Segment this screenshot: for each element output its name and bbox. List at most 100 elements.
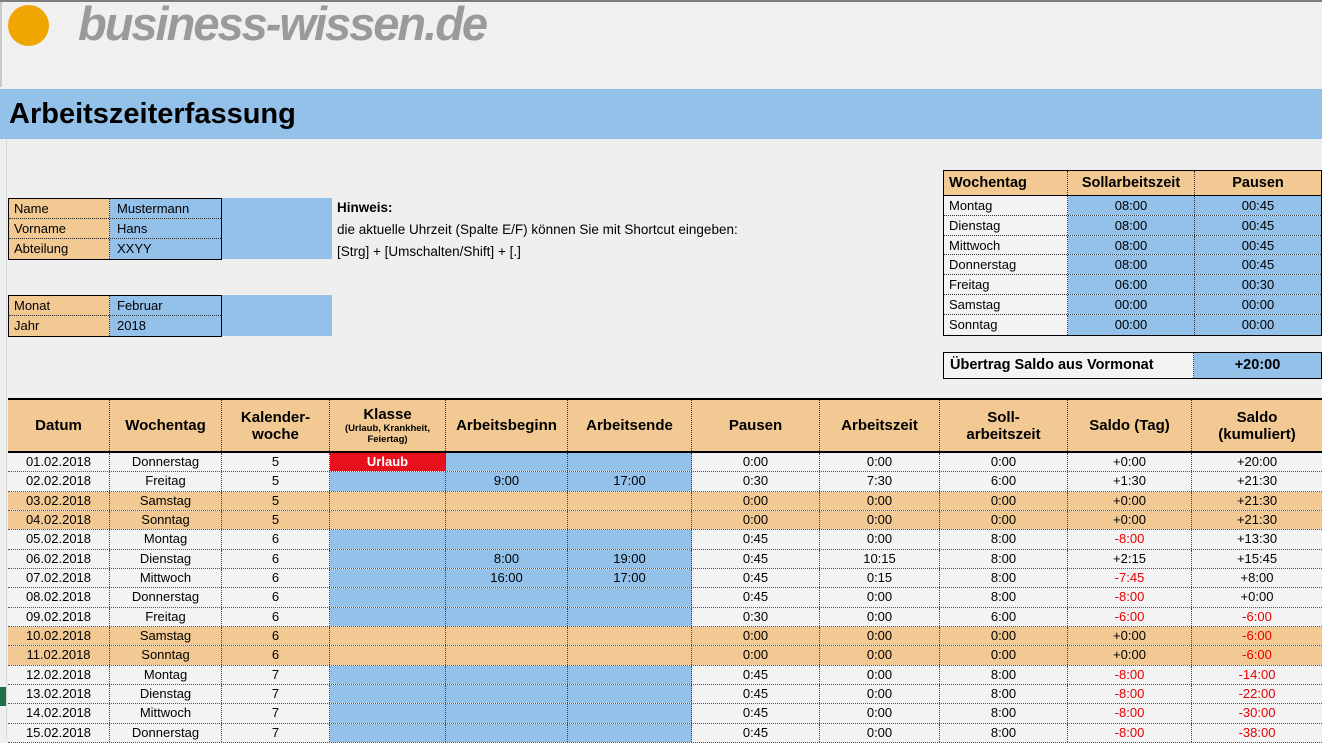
worktime-cell[interactable]: 0:00 bbox=[820, 665, 940, 685]
weekday-cell[interactable]: Dienstag bbox=[110, 685, 222, 704]
pause-cell[interactable]: 0:00 bbox=[692, 511, 820, 530]
saldo-day-cell[interactable]: +0:00 bbox=[1068, 511, 1192, 530]
target-time-cell[interactable]: 6:00 bbox=[940, 607, 1068, 627]
weekday-cell[interactable]: Sonntag bbox=[110, 646, 222, 665]
target-time-cell[interactable]: 0:00 bbox=[940, 511, 1068, 530]
date-cell[interactable]: 04.02.2018 bbox=[8, 511, 110, 530]
klasse-cell[interactable] bbox=[330, 704, 446, 723]
calendar-week-cell[interactable]: 6 bbox=[222, 646, 330, 665]
saldo-day-cell[interactable]: -8:00 bbox=[1068, 723, 1192, 743]
klasse-cell[interactable] bbox=[330, 685, 446, 704]
pause-cell[interactable]: 0:00 bbox=[692, 627, 820, 646]
pause-cell[interactable]: 0:00 bbox=[692, 453, 820, 472]
saldo-day-cell[interactable]: -7:45 bbox=[1068, 569, 1192, 588]
date-cell[interactable]: 08.02.2018 bbox=[8, 588, 110, 607]
date-cell[interactable]: 01.02.2018 bbox=[8, 453, 110, 472]
work-start-cell[interactable]: 16:00 bbox=[446, 569, 568, 588]
calendar-week-cell[interactable]: 6 bbox=[222, 530, 330, 549]
work-start-cell[interactable] bbox=[446, 627, 568, 646]
calendar-week-cell[interactable]: 5 bbox=[222, 511, 330, 530]
calendar-week-cell[interactable]: 5 bbox=[222, 472, 330, 491]
target-time-cell[interactable]: 0:00 bbox=[940, 453, 1068, 472]
weekday-cell[interactable]: Samstag bbox=[110, 627, 222, 646]
worktime-cell[interactable]: 0:00 bbox=[820, 491, 940, 511]
calendar-week-cell[interactable]: 6 bbox=[222, 627, 330, 646]
date-cell[interactable]: 12.02.2018 bbox=[8, 665, 110, 685]
work-start-cell[interactable] bbox=[446, 646, 568, 665]
saldo-cumulative-cell[interactable]: -22:00 bbox=[1192, 685, 1322, 704]
pause-cell[interactable]: 0:45 bbox=[692, 588, 820, 607]
weekday-cell[interactable]: Freitag bbox=[110, 607, 222, 627]
saldo-cumulative-cell[interactable]: +21:30 bbox=[1192, 511, 1322, 530]
work-start-cell[interactable] bbox=[446, 530, 568, 549]
monat-field[interactable]: Februar bbox=[110, 296, 221, 315]
work-start-cell[interactable]: 9:00 bbox=[446, 472, 568, 491]
worktime-cell[interactable]: 0:00 bbox=[820, 704, 940, 723]
carryover-value[interactable]: +20:00 bbox=[1194, 353, 1321, 378]
saldo-cumulative-cell[interactable]: -30:00 bbox=[1192, 704, 1322, 723]
klasse-cell[interactable] bbox=[330, 491, 446, 511]
calendar-week-cell[interactable]: 7 bbox=[222, 665, 330, 685]
pause-cell[interactable]: 0:45 bbox=[692, 549, 820, 569]
saldo-cumulative-cell[interactable]: -6:00 bbox=[1192, 646, 1322, 665]
target-time-cell[interactable]: 8:00 bbox=[940, 569, 1068, 588]
jahr-field[interactable]: 2018 bbox=[110, 316, 221, 336]
klasse-cell[interactable] bbox=[330, 511, 446, 530]
pause-cell[interactable]: 0:45 bbox=[692, 569, 820, 588]
klasse-cell[interactable] bbox=[330, 569, 446, 588]
date-cell[interactable]: 11.02.2018 bbox=[8, 646, 110, 665]
calendar-week-cell[interactable]: 5 bbox=[222, 453, 330, 472]
work-end-cell[interactable] bbox=[568, 607, 692, 627]
worktime-cell[interactable]: 0:00 bbox=[820, 588, 940, 607]
target-time-cell[interactable]: 0:00 bbox=[940, 491, 1068, 511]
work-end-cell[interactable] bbox=[568, 511, 692, 530]
work-end-cell[interactable] bbox=[568, 491, 692, 511]
weekly-soll-cell[interactable]: 08:00 bbox=[1068, 235, 1195, 255]
saldo-cumulative-cell[interactable]: +21:30 bbox=[1192, 491, 1322, 511]
calendar-week-cell[interactable]: 6 bbox=[222, 549, 330, 569]
calendar-week-cell[interactable]: 7 bbox=[222, 723, 330, 743]
weekly-soll-cell[interactable]: 08:00 bbox=[1068, 255, 1195, 275]
worktime-cell[interactable]: 0:00 bbox=[820, 627, 940, 646]
saldo-day-cell[interactable]: -8:00 bbox=[1068, 704, 1192, 723]
work-end-cell[interactable] bbox=[568, 646, 692, 665]
saldo-cumulative-cell[interactable]: -38:00 bbox=[1192, 723, 1322, 743]
saldo-cumulative-cell[interactable]: -6:00 bbox=[1192, 627, 1322, 646]
calendar-week-cell[interactable]: 6 bbox=[222, 588, 330, 607]
saldo-cumulative-cell[interactable]: +13:30 bbox=[1192, 530, 1322, 549]
weekday-cell[interactable]: Mittwoch bbox=[110, 704, 222, 723]
work-end-cell[interactable]: 19:00 bbox=[568, 549, 692, 569]
saldo-day-cell[interactable]: +1:30 bbox=[1068, 472, 1192, 491]
worktime-cell[interactable]: 0:15 bbox=[820, 569, 940, 588]
saldo-day-cell[interactable]: -8:00 bbox=[1068, 530, 1192, 549]
target-time-cell[interactable]: 6:00 bbox=[940, 472, 1068, 491]
work-end-cell[interactable] bbox=[568, 453, 692, 472]
name-field[interactable]: Mustermann bbox=[110, 199, 221, 218]
target-time-cell[interactable]: 8:00 bbox=[940, 723, 1068, 743]
target-time-cell[interactable]: 0:00 bbox=[940, 646, 1068, 665]
pause-cell[interactable]: 0:45 bbox=[692, 723, 820, 743]
date-cell[interactable]: 07.02.2018 bbox=[8, 569, 110, 588]
worktime-cell[interactable]: 0:00 bbox=[820, 530, 940, 549]
calendar-week-cell[interactable]: 6 bbox=[222, 607, 330, 627]
weekday-cell[interactable]: Freitag bbox=[110, 472, 222, 491]
target-time-cell[interactable]: 8:00 bbox=[940, 665, 1068, 685]
pause-cell[interactable]: 0:30 bbox=[692, 607, 820, 627]
work-start-cell[interactable] bbox=[446, 511, 568, 530]
work-start-cell[interactable] bbox=[446, 704, 568, 723]
period-extension-cells[interactable] bbox=[222, 295, 332, 336]
work-end-cell[interactable]: 17:00 bbox=[568, 472, 692, 491]
pause-cell[interactable]: 0:00 bbox=[692, 646, 820, 665]
weekday-cell[interactable]: Montag bbox=[110, 665, 222, 685]
work-end-cell[interactable] bbox=[568, 723, 692, 743]
weekly-pausen-cell[interactable]: 00:45 bbox=[1195, 235, 1321, 255]
weekday-cell[interactable]: Montag bbox=[110, 530, 222, 549]
weekday-cell[interactable]: Mittwoch bbox=[110, 569, 222, 588]
worktime-cell[interactable]: 7:30 bbox=[820, 472, 940, 491]
saldo-day-cell[interactable]: -8:00 bbox=[1068, 665, 1192, 685]
date-cell[interactable]: 10.02.2018 bbox=[8, 627, 110, 646]
saldo-cumulative-cell[interactable]: +21:30 bbox=[1192, 472, 1322, 491]
calendar-week-cell[interactable]: 6 bbox=[222, 569, 330, 588]
weekly-soll-cell[interactable]: 08:00 bbox=[1068, 196, 1195, 215]
work-end-cell[interactable] bbox=[568, 588, 692, 607]
